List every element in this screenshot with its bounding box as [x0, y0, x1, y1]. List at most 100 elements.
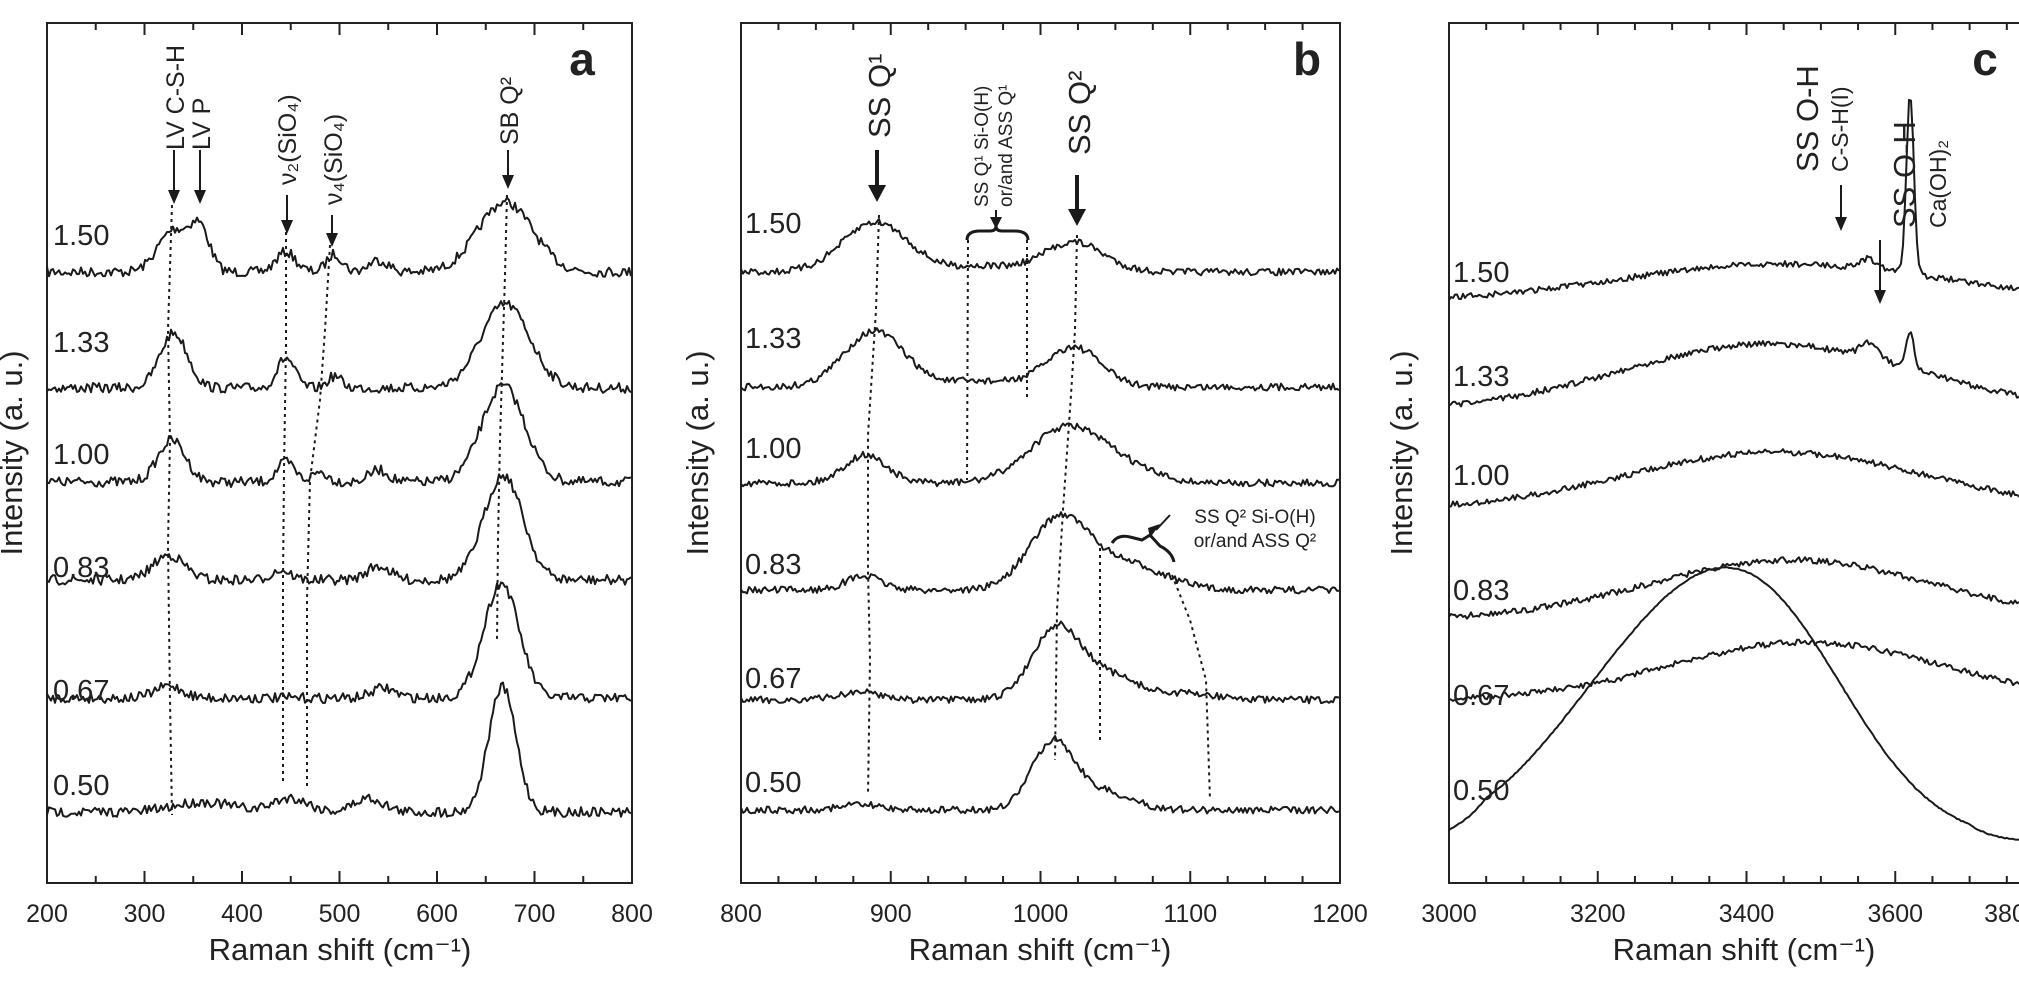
panel-b-tick-label: 800: [720, 900, 762, 928]
panel-a-trace-1.00: [46, 382, 632, 488]
guide-a-v2: [282, 232, 287, 785]
guide-b-ssq1: [867, 214, 880, 796]
panel-a-tick-label: 600: [416, 900, 458, 928]
panel-b-trace-labels: 1.50 1.33 1.00 0.83 0.67 0.50: [745, 208, 801, 799]
panel-a-tick-label: 700: [514, 900, 556, 928]
panel-a-trace-label: 0.50: [53, 770, 109, 802]
panel-a-letter: a: [569, 33, 595, 85]
panel-a-trace-1.50: [46, 196, 632, 278]
panel-a-trace-label: 1.00: [53, 439, 109, 471]
panel-b-trace-0.67: [740, 620, 1340, 705]
guide-b-ssq2: [1054, 234, 1078, 761]
panel-b-tick-label: 1000: [1013, 900, 1069, 928]
panel-b-trace-1.00: [740, 422, 1340, 488]
panel-a-traces: [46, 196, 632, 818]
panel-c-trace-0.83: [1448, 556, 2019, 620]
panel-b-trace-0.83: [740, 511, 1340, 595]
panel-a-guides: [166, 194, 508, 816]
panel-c-tick-label: 3600: [1867, 900, 1923, 928]
panel-b-trace-0.50: [740, 735, 1340, 815]
panel-c: c 3000 3200 3400 3600 380 Raman shift (cm⁻¹)…: [1384, 22, 2019, 967]
panel-a-tick-label: 300: [124, 900, 166, 928]
panel-a-trace-label: 1.33: [53, 327, 109, 359]
annotation-sb-q2: SB Q²: [496, 77, 524, 145]
panel-a-ylabel: Intensity (a. u.): [0, 350, 29, 555]
brace-b-q2: [1110, 533, 1176, 563]
panel-b-annotations: SS Q¹ SS Q¹ Si-O(H) or/and ASS Q¹ SS Q² …: [862, 54, 1317, 563]
panel-c-trace-label: 0.83: [1453, 575, 1509, 607]
panel-b-trace-1.33: [740, 327, 1340, 392]
panel-c-trace-label: 1.00: [1453, 460, 1509, 492]
annotation-v4-sio4: ν₄(SiO₄): [320, 114, 348, 205]
panel-a-tick-label: 800: [611, 900, 653, 928]
panel-c-trace-label: 1.33: [1453, 361, 1509, 393]
annotation-caoh2: Ca(OH)₂: [1925, 140, 1951, 228]
annotation-ss-q1: SS Q¹: [862, 54, 897, 138]
panel-c-ticks: 3000 3200 3400 3600 380: [1421, 23, 2019, 928]
annotation-q2-sioh: SS Q² Si-O(H): [1194, 507, 1315, 528]
panel-c-trace-label: 1.50: [1453, 257, 1509, 289]
panel-b-ticks: 800 900 1000 1100 1200: [720, 23, 1368, 928]
panel-b-tick-label: 900: [870, 900, 912, 928]
panel-a-trace-1.33: [46, 300, 632, 394]
panel-a-trace-labels: 1.50 1.33 1.00 0.83 0.67 0.50: [53, 220, 109, 802]
panel-c-traces: [1448, 98, 2019, 841]
panel-b-trace-label: 0.67: [745, 663, 801, 695]
annotation-q1-sioh: SS Q¹ Si-O(H): [972, 86, 993, 207]
panel-b: b 800 900 1000 1100 1200 Raman shift (cm⁻¹) …: [680, 22, 1368, 967]
panel-b-trace-label: 0.83: [745, 549, 801, 581]
annotation-ss-q2: SS Q²: [1062, 71, 1097, 155]
annotation-v2-sio4: ν₂(SiO₄): [274, 94, 302, 185]
annotation-q2-ass: or/and ASS Q²: [1194, 531, 1317, 552]
brace-b-q1: [965, 225, 1030, 241]
panel-b-trace-1.50: [740, 218, 1340, 277]
annotation-ss-oh-2: SS O-H: [1887, 121, 1922, 228]
guide-b-q1-left: [966, 239, 969, 481]
panel-a-trace-0.67: [46, 581, 632, 704]
panel-b-ylabel: Intensity (a. u.): [680, 350, 715, 555]
panel-b-trace-label: 0.50: [745, 767, 801, 799]
annotation-lv-p: LV P: [188, 98, 216, 150]
panel-c-trace-1.00: [1448, 448, 2019, 508]
panel-a-trace-0.83: [46, 473, 632, 586]
panel-c-trace-1.33: [1448, 331, 2019, 408]
panel-c-trace-label: 0.50: [1453, 775, 1509, 807]
panel-c-xlabel: Raman shift (cm⁻¹): [1613, 932, 1876, 967]
panel-a-tick-label: 500: [319, 900, 361, 928]
panel-a-tick-label: 200: [26, 900, 68, 928]
panel-a-trace-0.50: [46, 681, 632, 818]
panel-c-annotations: SS O-H C-S-H(I) SS O-H Ca(OH)₂: [1790, 65, 1951, 304]
panel-b-guides: [867, 214, 1211, 801]
annotation-ss-oh-1: SS O-H: [1790, 65, 1825, 172]
panel-b-traces: [740, 218, 1340, 815]
guide-a-lv-csh: [166, 204, 173, 816]
panel-a-ticks: 200 300 400 500 600 700 800: [26, 23, 653, 928]
panel-c-trace-0.50: [1448, 566, 2019, 841]
panel-c-letter: c: [1972, 33, 1998, 85]
panel-c-trace-label: 0.67: [1453, 680, 1509, 712]
panel-c-tick-label: 3000: [1421, 900, 1477, 928]
panel-c-tick-label: 3400: [1719, 900, 1775, 928]
panel-a: a 200 300 400 500 600 700 800 Raman shift (cm⁻…: [0, 22, 653, 967]
panel-c-tick-label: 380: [1984, 900, 2019, 928]
annotation-q1-ass: or/and ASS Q¹: [996, 84, 1017, 207]
panel-a-trace-label: 0.83: [53, 552, 109, 584]
panel-b-trace-label: 1.00: [745, 433, 801, 465]
panel-a-tick-label: 400: [221, 900, 263, 928]
guide-a-sbq2: [496, 194, 508, 641]
panel-b-letter: b: [1293, 33, 1321, 85]
panel-b-trace-label: 1.33: [745, 323, 801, 355]
panel-c-tick-label: 3200: [1570, 900, 1626, 928]
panel-c-trace-labels: 1.50 1.33 1.00 0.83 0.67 0.50: [1453, 257, 1509, 807]
annotation-csh-i: C-S-H(I): [1827, 86, 1853, 172]
panel-a-trace-label: 0.67: [53, 675, 109, 707]
panel-b-xlabel: Raman shift (cm⁻¹): [909, 932, 1172, 967]
panel-c-ylabel: Intensity (a. u.): [1384, 350, 1419, 555]
panel-b-tick-label: 1200: [1312, 900, 1368, 928]
panel-c-trace-1.50: [1448, 98, 2019, 301]
panel-a-annotations: LV C-S-H LV P ν₂(SiO₄) ν₄(SiO₄) SB Q²: [162, 45, 524, 247]
guide-a-v4: [306, 244, 331, 790]
panel-c-trace-0.67: [1448, 638, 2019, 702]
annotation-lv-csh: LV C-S-H: [162, 45, 190, 150]
